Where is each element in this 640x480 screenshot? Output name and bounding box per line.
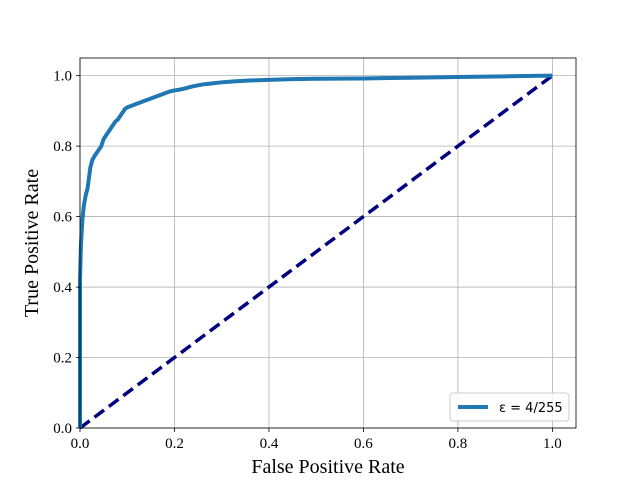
y-tick-label: 0.8: [53, 139, 72, 155]
grid: [79, 58, 576, 429]
legend-box: [449, 392, 570, 422]
x-tick-label: 1.0: [543, 436, 562, 452]
y-tick-label: 0.6: [53, 210, 72, 226]
x-tick-label: 0.4: [260, 436, 279, 452]
chance-line: [78, 74, 554, 430]
legend-label: ε = 4/255: [499, 401, 563, 416]
roc-curve-line: [78, 73, 553, 428]
y-tick-label: 1.0: [53, 69, 72, 85]
plot-frame: [79, 57, 577, 429]
x-tick-label: 0.2: [165, 436, 184, 452]
legend: ε = 4/255: [449, 392, 570, 422]
y-axis: 0.0 0.2 0.4 0.6 0.8 1.0: [53, 69, 80, 437]
x-tick-label: 0.8: [449, 436, 468, 452]
y-tick-label: 0.0: [53, 421, 72, 437]
x-tick-label: 0.0: [71, 436, 90, 452]
y-tick-label: 0.4: [53, 280, 72, 296]
series-layer: [78, 73, 554, 430]
x-axis: 0.0 0.2 0.4 0.6 0.8 1.0: [71, 428, 562, 452]
x-tick-label: 0.6: [354, 436, 373, 452]
y-axis-label: True Positive Rate: [21, 169, 43, 317]
y-tick-label: 0.2: [53, 351, 72, 367]
x-axis-label: False Positive Rate: [251, 456, 404, 478]
